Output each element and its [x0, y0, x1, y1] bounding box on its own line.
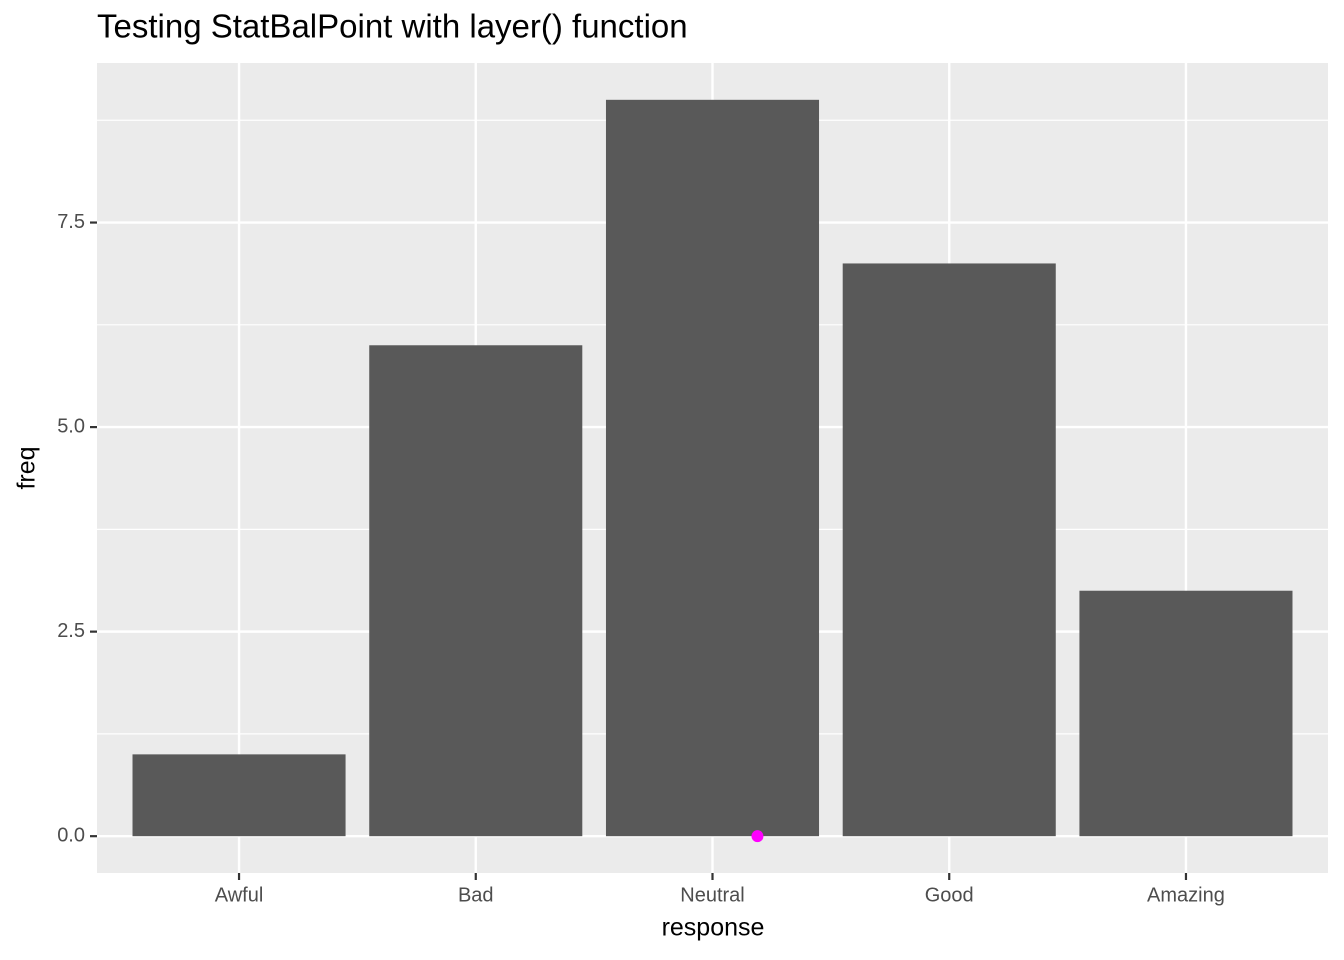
x-tick-label: Bad [458, 884, 494, 906]
x-tick-label: Good [925, 884, 974, 906]
chart-title: Testing StatBalPoint with layer() functi… [97, 8, 688, 45]
y-tick-label: 5.0 [57, 415, 85, 437]
point [751, 830, 764, 843]
y-tick-label: 7.5 [57, 211, 85, 233]
x-tick-label: Awful [215, 884, 264, 906]
bar [1079, 590, 1293, 837]
x-tick-label: Neutral [680, 884, 744, 906]
y-tick-label: 2.5 [57, 620, 85, 642]
bar [132, 754, 346, 837]
bar [842, 263, 1056, 837]
x-axis-title: response [662, 914, 765, 942]
bar [369, 345, 583, 837]
y-tick-label: 0.0 [57, 824, 85, 846]
x-tick-label: Amazing [1147, 884, 1225, 906]
bar [605, 99, 820, 837]
y-axis-title: freq [13, 446, 41, 489]
